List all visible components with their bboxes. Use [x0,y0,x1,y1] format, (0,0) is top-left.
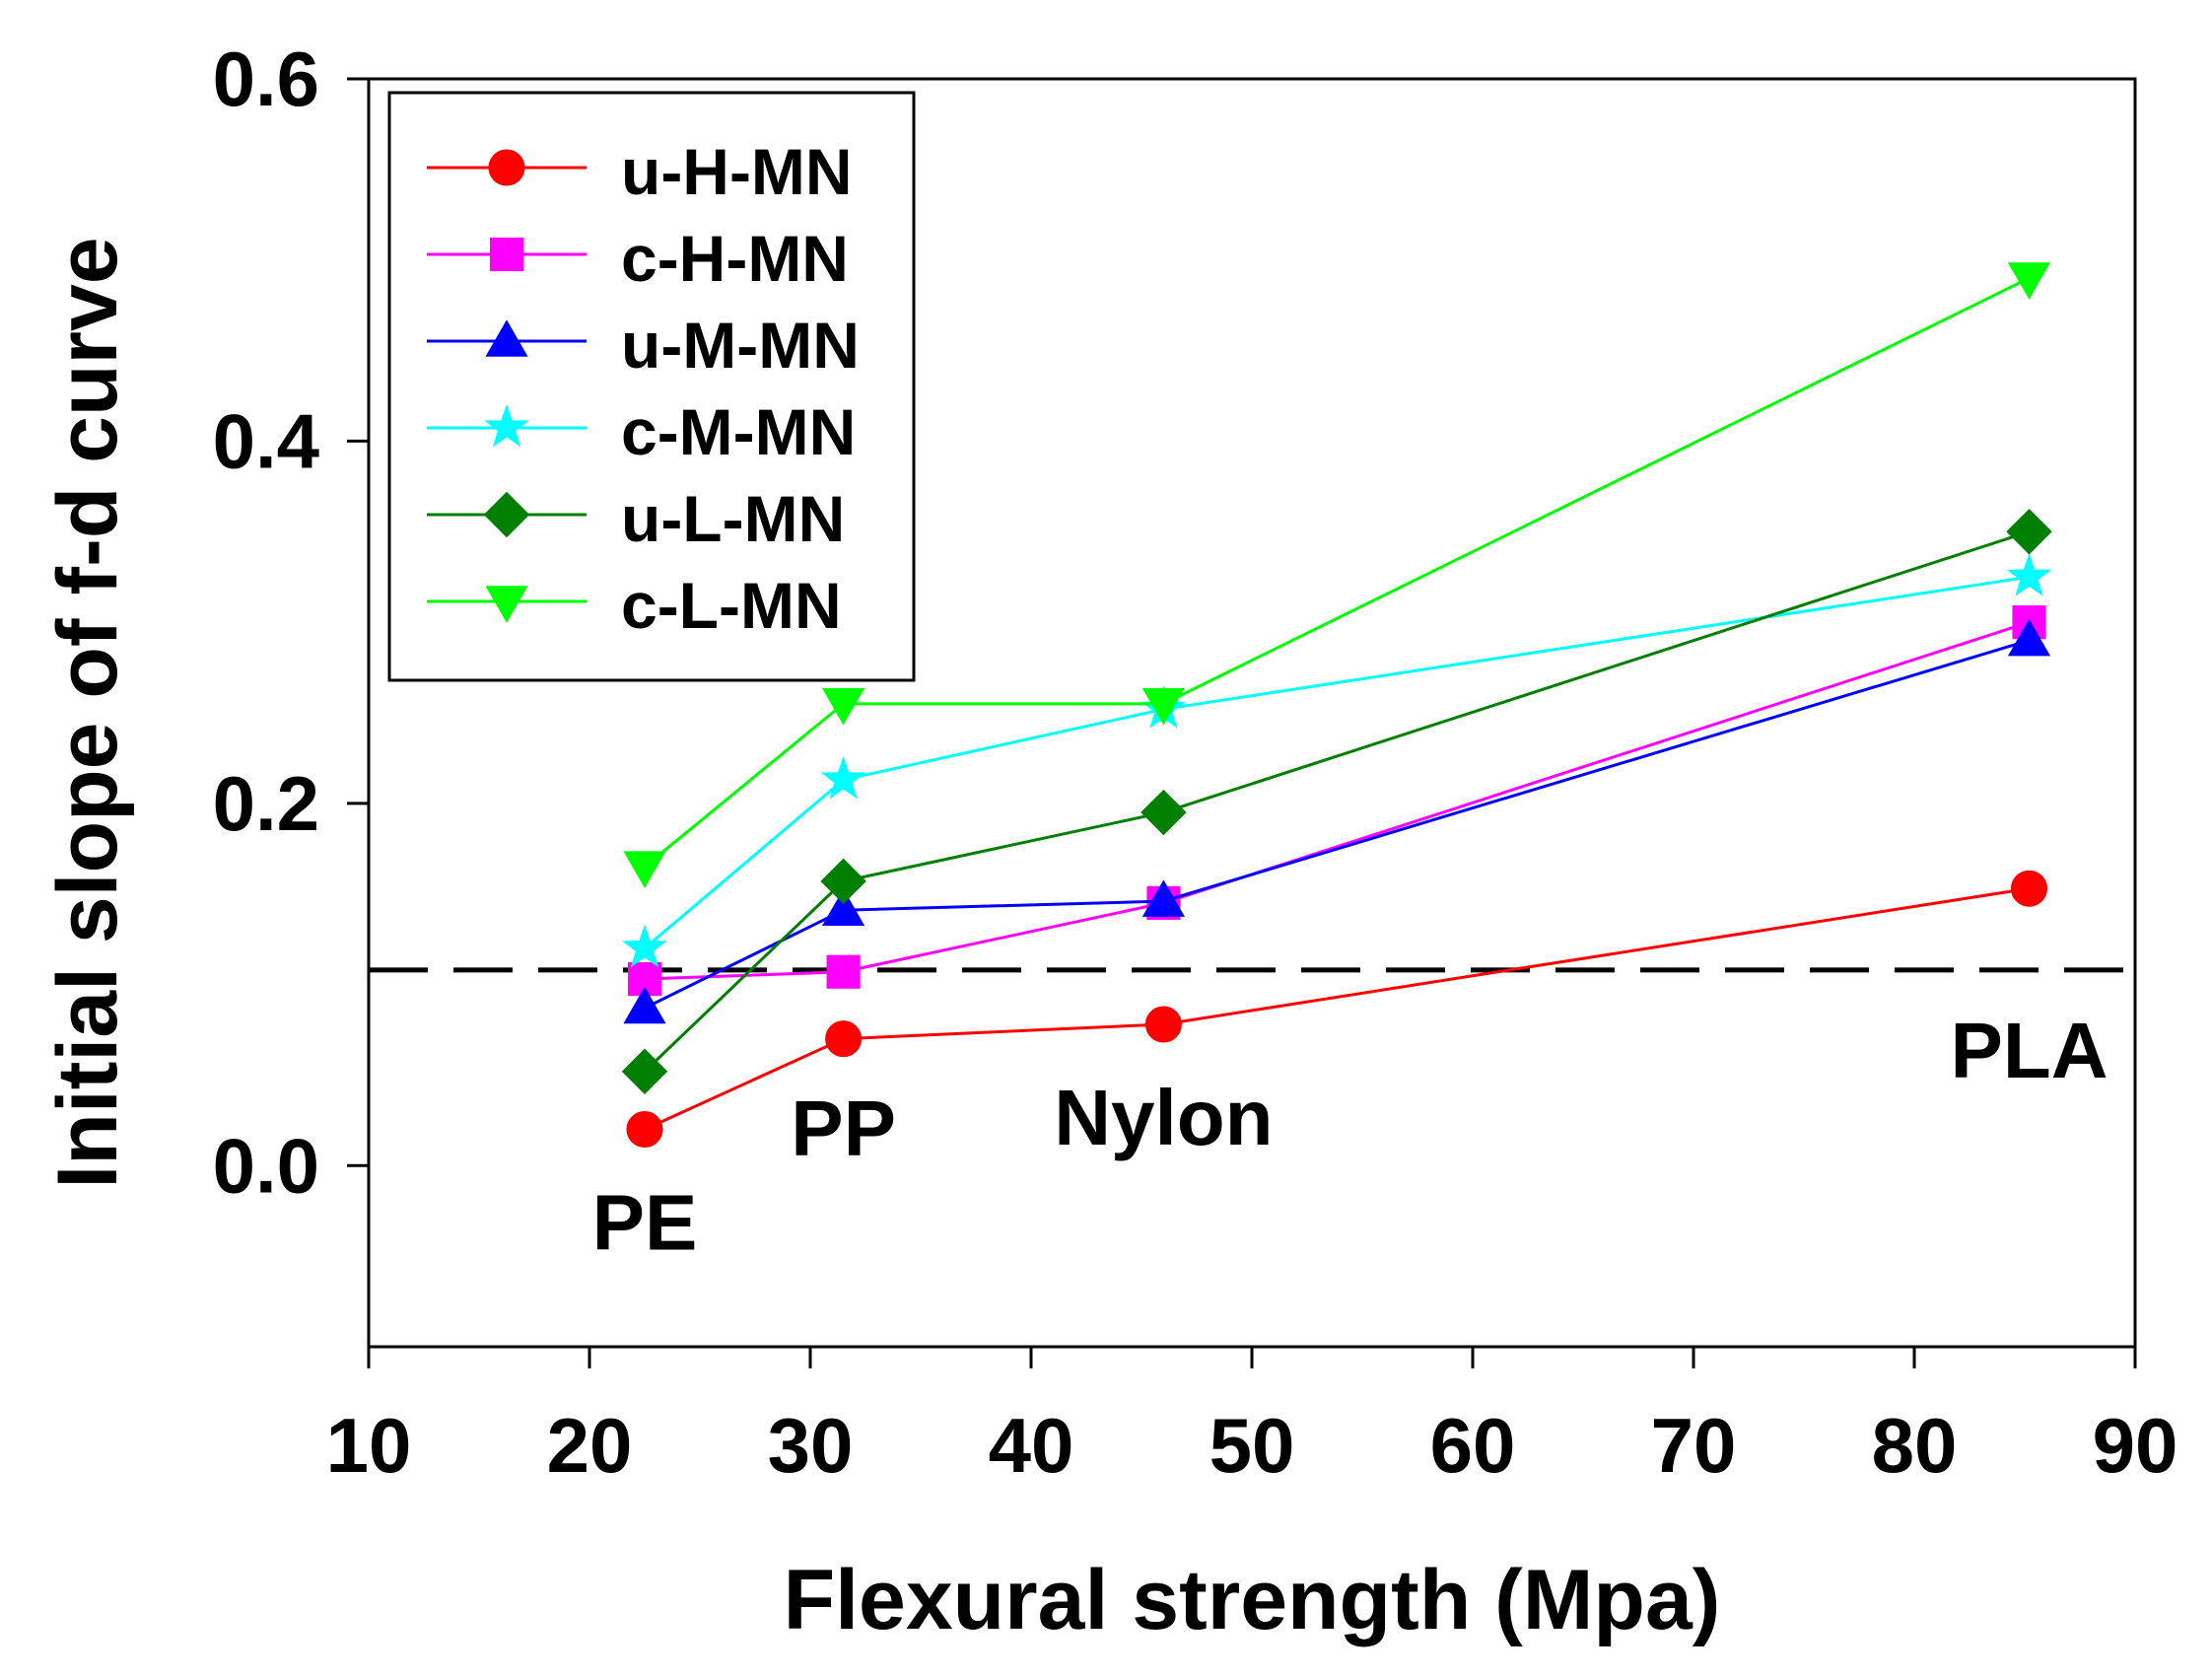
legend-label: c-H-MN [621,222,849,295]
annotation-pla: PLA [1950,1007,2108,1094]
data-point [2006,509,2052,555]
data-point [1141,789,1187,836]
series-line [644,575,2030,949]
data-point [2007,262,2051,300]
series-c-L-MN [623,262,2051,888]
legend-marker [483,491,530,538]
data-point [820,858,866,905]
legend-label: u-H-MN [621,135,853,208]
legend-marker [484,403,529,448]
legend: u-H-MN c-H-MN u-M-MN c-M-MN u-L-MN c-L-MN [387,91,916,682]
data-point [2007,618,2051,657]
legend-marker [485,319,528,357]
series-u-H-MN [626,870,2047,1149]
legend-item: u-M-MN [427,309,860,382]
series-u-M-MN [623,618,2051,1024]
x-tick-label: 70 [1651,1402,1737,1489]
data-point [623,986,666,1024]
legend-marker [485,586,528,623]
x-tick-label: 30 [768,1402,854,1489]
legend-marker [488,149,525,186]
x-tick-label: 80 [1872,1402,1958,1489]
annotation-pp: PP [791,1084,896,1172]
y-tick-label: 0.2 [213,760,319,847]
annotation-nylon: Nylon [1054,1074,1273,1161]
legend-item: c-L-MN [427,569,842,642]
data-point [1141,688,1185,726]
y-tick-label: 0.0 [213,1122,319,1209]
data-point [1141,879,1185,917]
x-axis-label: Flexural strength (Mpa) [784,1553,1721,1647]
x-tick-label: 90 [2093,1402,2178,1489]
data-point [621,1048,668,1094]
data-point [622,924,667,968]
series-line [644,886,2030,1131]
data-point [2006,553,2052,596]
legend-label: c-L-MN [621,569,842,642]
legend-item: c-H-MN [427,222,849,295]
data-point [825,1020,863,1058]
data-point [1144,1006,1182,1043]
legend-item: u-L-MN [427,482,845,555]
data-point [826,954,861,989]
legend-label: u-L-MN [621,482,845,555]
data-point [820,755,866,800]
series-line [644,276,2031,869]
y-tick-label: 0.6 [213,35,319,122]
x-tick-label: 10 [326,1402,412,1489]
series-line [644,639,2030,1010]
y-axis: 0.0 0.2 0.4 0.6 [213,35,369,1209]
x-tick-label: 50 [1210,1402,1295,1489]
legend-item: u-H-MN [427,135,853,208]
series-line [643,529,2030,1073]
y-axis-label: Initial slope of f-d curve [40,237,135,1188]
data-point [822,688,865,726]
data-point [623,851,666,888]
x-axis: 10 20 30 40 50 60 70 80 90 [326,1347,2178,1489]
legend-marker [489,237,524,272]
data-point [626,1111,663,1149]
legend-box [387,91,916,682]
series-u-L-MN [621,509,2052,1094]
series-layer [621,262,2052,1149]
annotation-layer: PE PP Nylon PLA [592,1007,2108,1267]
data-point [822,888,865,927]
legend-item: c-M-MN [427,395,856,468]
legend-label: u-M-MN [621,309,860,382]
annotation-pe: PE [592,1178,698,1266]
data-point [2010,870,2047,907]
y-tick-label: 0.4 [213,397,319,484]
x-tick-label: 40 [989,1402,1074,1489]
x-tick-label: 60 [1430,1402,1516,1489]
x-tick-label: 20 [547,1402,633,1489]
legend-label: c-M-MN [621,395,856,468]
